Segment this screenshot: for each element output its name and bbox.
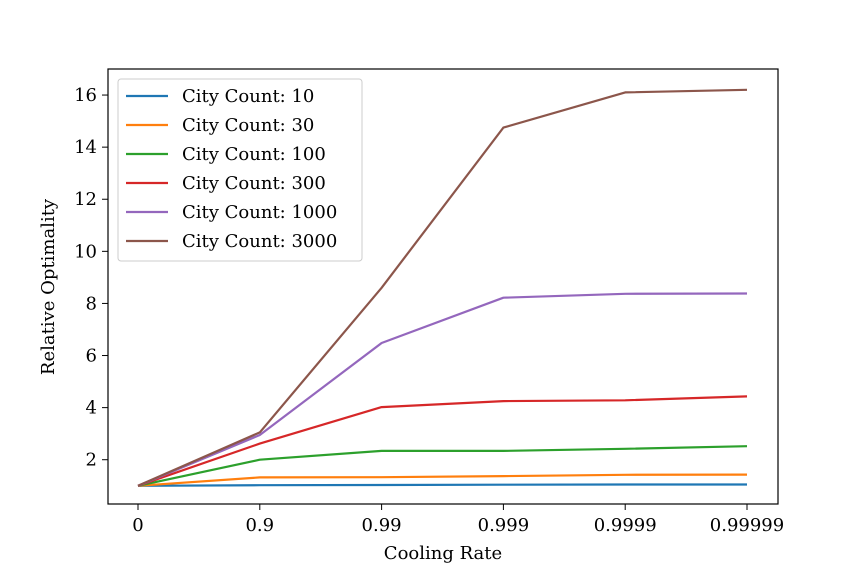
legend-label: City Count: 3000 xyxy=(182,231,337,252)
legend-label: City Count: 100 xyxy=(182,144,326,165)
plot-frame xyxy=(107,68,779,505)
x-tick-label: 0.9 xyxy=(245,515,274,536)
legend-label: City Count: 30 xyxy=(182,115,314,136)
legend-label: City Count: 300 xyxy=(182,173,326,194)
series-line-6 xyxy=(137,88,748,487)
series-layer xyxy=(137,88,748,487)
x-tick-label: 0.999 xyxy=(478,515,530,536)
series-line-3 xyxy=(137,445,748,487)
y-axis: 2 4 6 8 10 12 14 16 xyxy=(74,85,108,471)
y-tick-label: 4 xyxy=(86,398,97,419)
x-tick-label: 0.9999 xyxy=(594,515,657,536)
y-tick-label: 2 xyxy=(86,450,97,471)
x-axis-label: Cooling Rate xyxy=(384,543,502,564)
legend-label: City Count: 1000 xyxy=(182,202,337,223)
x-tick-label: 0 xyxy=(132,515,143,536)
y-tick-label: 8 xyxy=(86,293,97,314)
y-tick-label: 6 xyxy=(86,346,97,367)
y-tick-label: 12 xyxy=(74,189,97,210)
x-axis: 0 0.9 0.99 0.999 0.9999 0.99999 xyxy=(132,504,784,536)
y-tick-label: 16 xyxy=(74,85,97,106)
series-line-2 xyxy=(137,473,748,487)
legend-label: City Count: 10 xyxy=(182,86,314,107)
legend-box xyxy=(117,78,363,262)
x-tick-label: 0.99999 xyxy=(710,515,784,536)
legend: City Count: 10 City Count: 30 City Count: … xyxy=(117,78,363,262)
x-tick-label: 0.99 xyxy=(362,515,402,536)
series-line-5 xyxy=(137,292,748,487)
y-axis-label: Relative Optimality xyxy=(38,198,59,375)
series-line-1 xyxy=(137,483,747,487)
y-tick-label: 14 xyxy=(74,137,97,158)
y-tick-label: 10 xyxy=(74,241,97,262)
series-line-4 xyxy=(137,395,748,487)
